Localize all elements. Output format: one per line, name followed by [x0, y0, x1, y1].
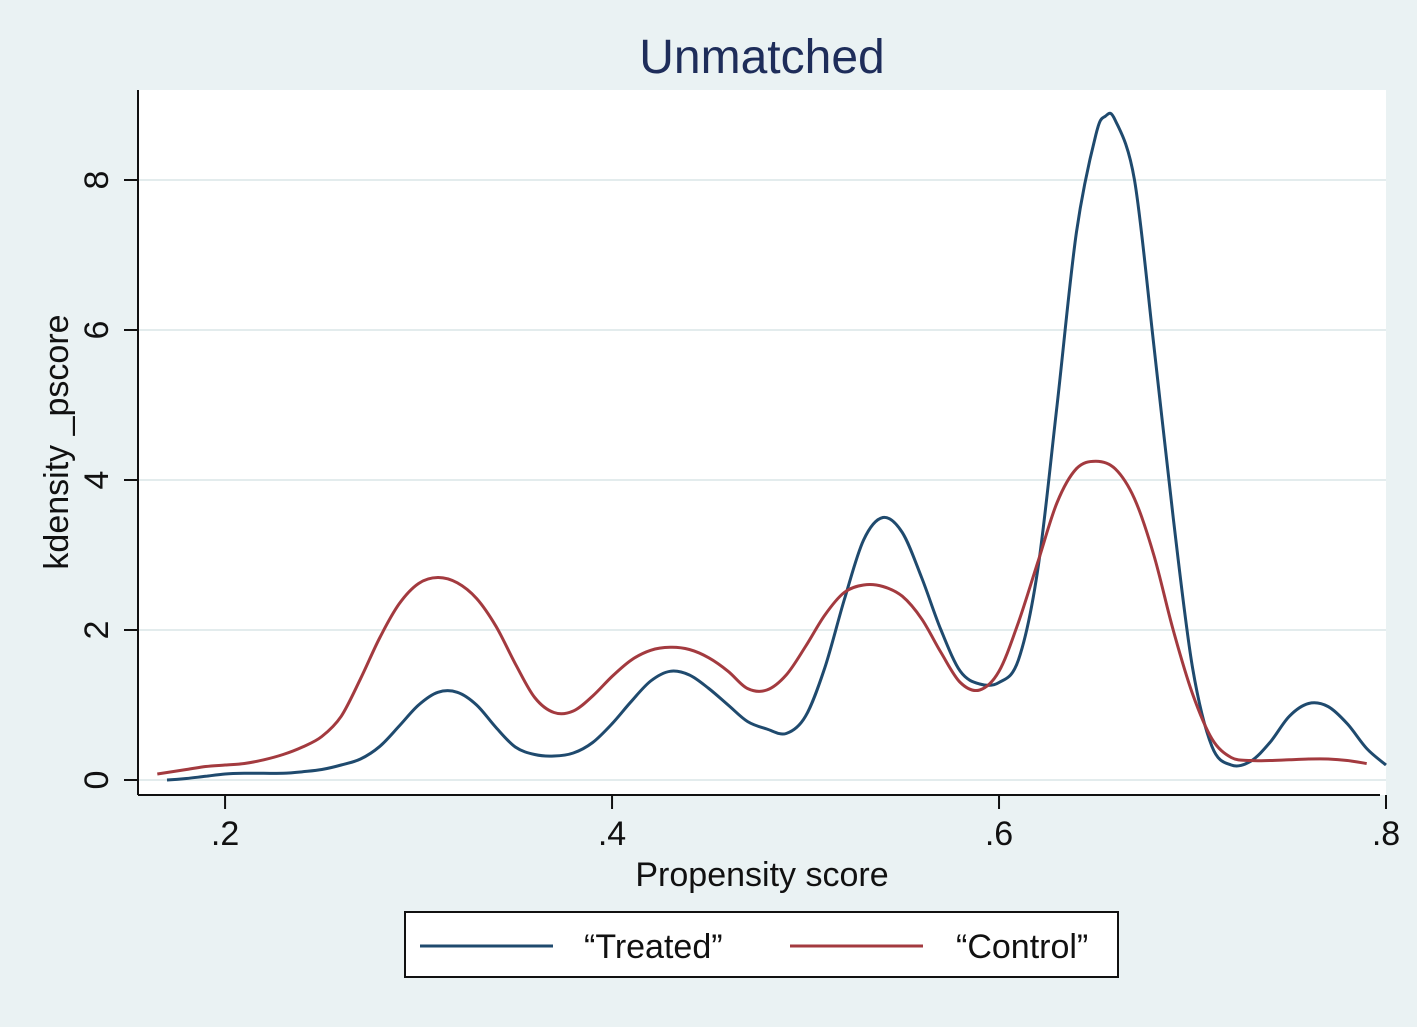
legend-label-control: “Control”: [956, 928, 1088, 966]
legend-label-treated: “Treated”: [584, 928, 723, 966]
x-tick-label-0: .2: [211, 815, 239, 853]
y-tick-label-4: 8: [78, 171, 116, 190]
axes: 0 2 4 6 8 .2 .4 .6 .8: [78, 90, 1400, 853]
plot-area: [138, 90, 1386, 795]
x-axis-label: Propensity score: [635, 856, 888, 894]
y-tick-label-2: 4: [78, 471, 116, 490]
y-tick-label-3: 6: [78, 321, 116, 340]
y-tick-label-0: 0: [78, 771, 116, 790]
series-line-control: [157, 459, 1367, 776]
gridlines: [138, 179, 1386, 781]
chart-title: Unmatched: [639, 31, 884, 84]
y-tick-label-1: 2: [78, 621, 116, 640]
y-axis-label: kdensity _pscore: [38, 314, 76, 569]
series-line-treated: [166, 111, 1387, 782]
legend: “Treated” “Control”: [404, 911, 1119, 978]
x-tick-label-1: .4: [598, 815, 626, 853]
series-lines: [157, 111, 1387, 782]
x-tick-label-3: .8: [1372, 815, 1400, 853]
x-tick-label-2: .6: [985, 815, 1013, 853]
